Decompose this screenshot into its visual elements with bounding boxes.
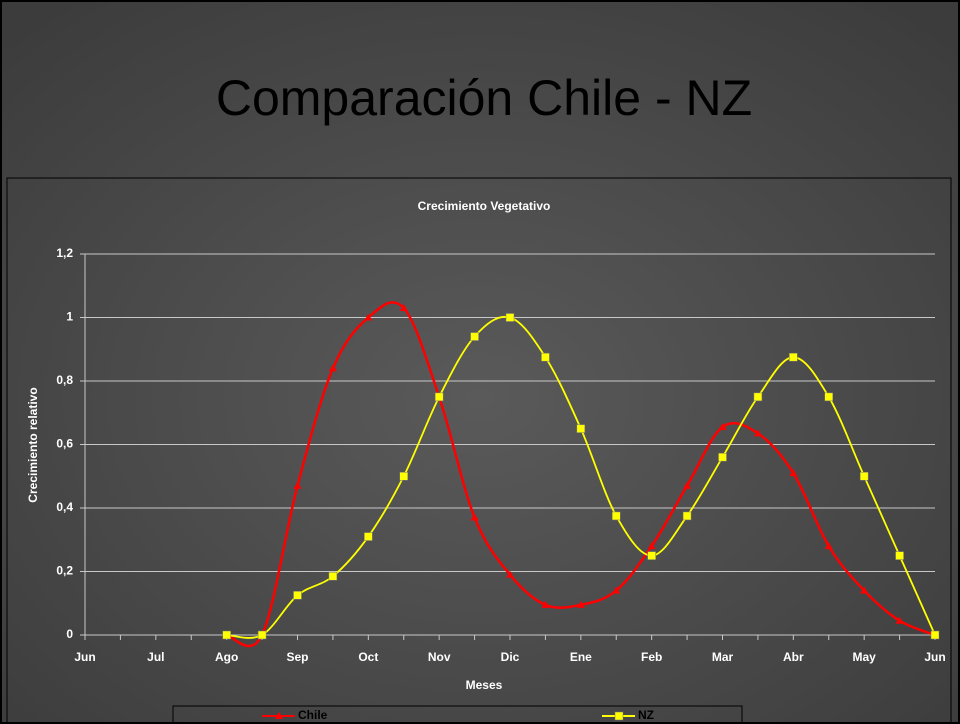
legend-label: Chile	[298, 708, 328, 722]
marker	[576, 600, 585, 608]
x-tick-label: Dic	[501, 650, 520, 664]
y-axis-label: Crecimiento relativo	[26, 387, 40, 502]
y-tick-label: 0	[66, 627, 73, 641]
marker	[328, 572, 338, 581]
marker	[275, 712, 283, 719]
x-tick-label: Feb	[641, 650, 662, 664]
x-tick-label: Ago	[215, 650, 238, 664]
x-tick-label: Ene	[570, 650, 592, 664]
marker	[541, 352, 550, 362]
marker	[895, 616, 904, 624]
marker	[434, 392, 444, 402]
chart-frame	[6, 177, 952, 724]
marker	[824, 392, 833, 402]
marker	[647, 542, 656, 550]
marker	[399, 303, 408, 311]
marker	[364, 313, 373, 321]
marker	[647, 551, 656, 560]
marker	[293, 591, 302, 600]
marker	[859, 472, 869, 481]
marker	[612, 586, 621, 594]
marker	[824, 542, 833, 550]
marker	[683, 481, 692, 489]
marker	[328, 364, 337, 372]
marker	[753, 392, 763, 402]
marker	[293, 481, 302, 489]
y-tick-label: 1,2	[56, 246, 73, 260]
x-tick-label: Sep	[286, 650, 308, 664]
y-tick-label: 0,4	[56, 500, 73, 514]
legend-label: NZ	[638, 708, 654, 722]
marker	[718, 423, 727, 431]
x-tick-label: Jun	[924, 650, 945, 664]
x-tick-label: Mar	[712, 650, 734, 664]
marker	[612, 511, 621, 521]
marker	[364, 532, 373, 541]
marker	[718, 452, 727, 462]
marker	[753, 429, 762, 437]
marker	[789, 352, 798, 362]
series-line	[226, 301, 936, 648]
marker	[470, 513, 479, 521]
x-tick-label: Jul	[147, 650, 164, 664]
x-tick-label: Abr	[783, 650, 804, 664]
x-tick-label: Jun	[74, 650, 95, 664]
slide-title: Comparación Chile - NZ	[216, 70, 752, 126]
x-axis-label: Meses	[466, 678, 503, 692]
marker	[470, 332, 479, 341]
chart-title: Crecimiento Vegetativo	[418, 199, 551, 213]
legend-box	[172, 705, 743, 724]
marker	[257, 630, 267, 640]
y-tick-label: 0,6	[56, 437, 73, 451]
marker	[506, 570, 514, 578]
marker	[541, 600, 550, 608]
marker	[789, 469, 798, 477]
y-tick-label: 1	[66, 310, 73, 324]
plot-area: 0 0,2 0,4 0,6 0,8 1 1,2 Jun Jul Ago Sep Oct Nov Dic En…	[56, 246, 945, 664]
marker	[576, 424, 586, 433]
marker	[860, 586, 869, 594]
marker	[222, 630, 231, 640]
x-tick-label: Nov	[428, 650, 451, 664]
x-tick-label: Oct	[358, 650, 378, 664]
marker	[399, 472, 408, 481]
y-tick-label: 0,8	[56, 373, 73, 387]
marker	[682, 511, 692, 521]
marker	[895, 551, 904, 560]
y-tick-label: 0,2	[56, 564, 73, 578]
marker	[614, 711, 624, 721]
marker	[930, 630, 940, 640]
x-tick-label: May	[852, 650, 876, 664]
marker	[505, 313, 515, 322]
